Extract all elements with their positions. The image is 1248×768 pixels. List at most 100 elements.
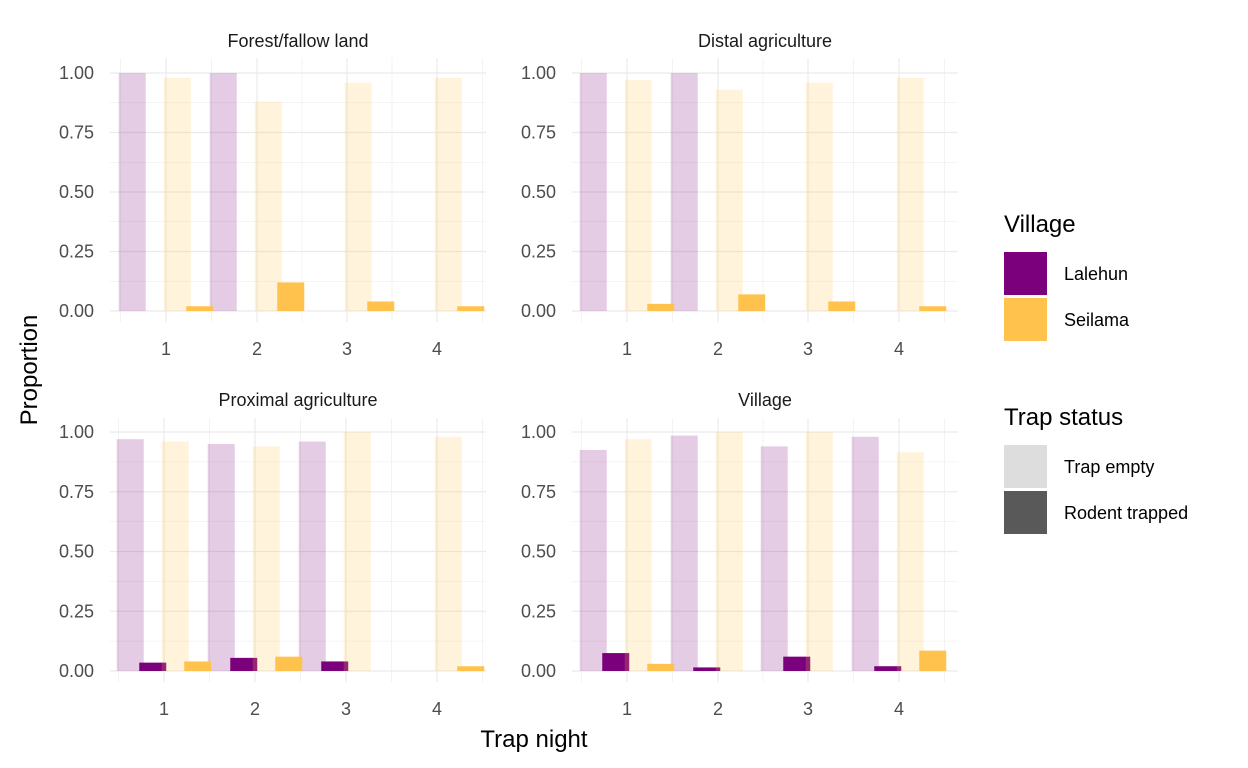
bar-lalehun-trapped (602, 653, 630, 671)
y-tick-label: 0.50 (521, 182, 556, 202)
bar-seilama-empty (715, 89, 743, 311)
bar-seilama-trapped (367, 301, 395, 311)
legend: Village Lalehun Seilama Trap status Trap emp… (1004, 211, 1188, 534)
bar-seilama-empty (624, 80, 652, 311)
bar-seilama-trapped (919, 650, 947, 671)
y-tick-label: 0.00 (521, 301, 556, 321)
x-tick-label: 1 (161, 339, 171, 359)
legend-1: Village Lalehun Seilama (1004, 211, 1130, 341)
x-tick-label: 1 (622, 339, 632, 359)
bar-seilama-trapped (647, 663, 675, 671)
bar-seilama-empty (252, 446, 280, 671)
legend-swatch (1004, 252, 1047, 295)
bar-lalehun-empty (670, 73, 698, 311)
bar-seilama-trapped (275, 656, 303, 671)
bar-lalehun-trapped (783, 656, 811, 671)
bar-seilama-empty (343, 432, 371, 671)
bar-lalehun-empty (298, 441, 326, 671)
bar-seilama-empty (254, 101, 282, 311)
legend-label: Lalehun (1064, 264, 1128, 284)
x-tick-label: 3 (341, 699, 351, 719)
panel-title: Proximal agriculture (218, 390, 377, 410)
y-tick-label: 0.50 (59, 182, 94, 202)
legend-title: Village (1004, 211, 1076, 238)
x-tick-label: 2 (713, 699, 723, 719)
y-tick-label: 0.75 (59, 123, 94, 143)
x-tick-label: 3 (342, 339, 352, 359)
x-tick-label: 1 (159, 699, 169, 719)
legend-label: Seilama (1064, 310, 1130, 330)
panel-2: 0.00 0.25 0.50 0.75 1.00 1 2 3 4 Distal agricultu… (521, 31, 958, 359)
bar-seilama-trapped (184, 661, 212, 671)
legend-label: Rodent trapped (1064, 503, 1188, 523)
bar-seilama-empty (163, 77, 191, 311)
x-tick-label: 4 (432, 699, 442, 719)
y-tick-label: 0.00 (521, 661, 556, 681)
x-tick-label: 4 (894, 699, 904, 719)
y-tick-label: 0.00 (59, 661, 94, 681)
panel-title: Distal agriculture (698, 31, 832, 51)
bar-seilama-trapped (457, 306, 485, 311)
bar-seilama-trapped (919, 306, 947, 311)
y-tick-label: 0.75 (59, 482, 94, 502)
bar-lalehun-trapped (693, 667, 721, 671)
bar-seilama-trapped (277, 282, 305, 311)
bar-seilama-empty (805, 432, 833, 671)
x-tick-label: 2 (713, 339, 723, 359)
y-tick-label: 0.25 (521, 601, 556, 621)
y-axis-title: Proportion (16, 315, 43, 426)
bar-lalehun-empty (670, 435, 698, 671)
x-axis-title: Trap night (480, 726, 588, 753)
bar-seilama-trapped (738, 294, 766, 311)
panel-3: 0.00 0.25 0.50 0.75 1.00 1 2 3 4 Proximal agricul… (59, 390, 486, 719)
bar-seilama-empty (805, 82, 833, 312)
legend-title: Trap status (1004, 404, 1123, 431)
x-tick-label: 3 (803, 339, 813, 359)
bar-lalehun-trapped (230, 657, 258, 671)
panel-4: 0.00 0.25 0.50 0.75 1.00 1 2 3 4 Village (521, 390, 958, 719)
bar-seilama-empty (715, 432, 743, 671)
x-tick-label: 4 (432, 339, 442, 359)
y-tick-label: 1.00 (521, 422, 556, 442)
x-tick-label: 2 (250, 699, 260, 719)
bar-seilama-empty (896, 77, 924, 311)
bar-lalehun-empty (209, 73, 237, 311)
bar-lalehun-empty (579, 449, 607, 671)
bar-lalehun-trapped (874, 666, 902, 671)
bar-seilama-trapped (186, 306, 214, 311)
bar-seilama-empty (434, 77, 462, 311)
bar-seilama-empty (434, 436, 462, 671)
y-tick-label: 1.00 (59, 63, 94, 83)
y-tick-label: 1.00 (521, 63, 556, 83)
y-tick-label: 0.50 (59, 542, 94, 562)
bar-seilama-empty (161, 441, 189, 671)
bar-seilama-empty (624, 439, 652, 671)
bar-seilama-trapped (457, 666, 485, 671)
legend-label: Trap empty (1064, 457, 1154, 477)
y-tick-label: 0.75 (521, 482, 556, 502)
bar-seilama-empty (344, 82, 372, 312)
bar-seilama-trapped (647, 303, 675, 311)
bar-lalehun-empty (207, 443, 235, 671)
y-tick-label: 0.25 (521, 242, 556, 262)
bar-lalehun-empty (851, 436, 879, 671)
legend-swatch (1004, 445, 1047, 488)
y-tick-label: 1.00 (59, 422, 94, 442)
x-tick-label: 4 (894, 339, 904, 359)
x-tick-label: 2 (252, 339, 262, 359)
legend-2: Trap status Trap empty Rodent trapped (1004, 404, 1188, 534)
bar-lalehun-trapped (321, 661, 349, 671)
bar-lalehun-empty (760, 446, 788, 671)
bar-lalehun-trapped (139, 662, 167, 671)
panel-title: Forest/fallow land (227, 31, 368, 51)
bar-lalehun-empty (116, 439, 144, 671)
y-tick-label: 0.75 (521, 123, 556, 143)
bar-lalehun-empty (579, 73, 607, 311)
x-tick-label: 1 (622, 699, 632, 719)
panel-1: 0.00 0.25 0.50 0.75 1.00 1 2 3 4 Forest/fallow la… (59, 31, 486, 359)
y-tick-label: 0.25 (59, 601, 94, 621)
panel-title: Village (738, 390, 792, 410)
bar-seilama-trapped (828, 301, 856, 311)
chart-panels: 0.00 0.25 0.50 0.75 1.00 1 2 3 4 Forest/fallow la… (59, 31, 958, 719)
legend-swatch (1004, 298, 1047, 341)
